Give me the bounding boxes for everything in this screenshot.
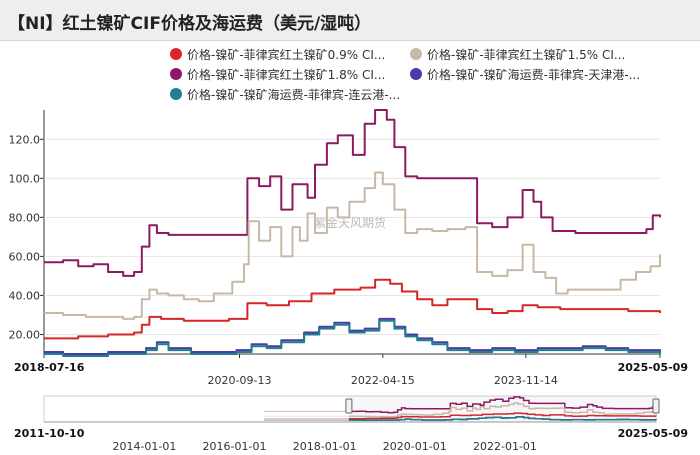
y-tick-label: 60.00 — [9, 250, 41, 263]
x-axis: 2018-07-16 2020-09-13 2022-04-15 2023-11-14… — [14, 361, 688, 387]
legend-marker-icon — [170, 68, 182, 80]
legend-marker-icon — [410, 68, 422, 80]
grid — [40, 110, 661, 358]
y-axis: 20.00 40.00 60.00 80.00 100.0 120.0 — [9, 133, 41, 341]
chart-title: 【NI】红土镍矿CIF价格及海运费（美元/湿吨） — [8, 14, 372, 34]
series-line-3 — [44, 317, 661, 355]
y-tick-label: 20.00 — [9, 328, 41, 341]
legend-label: 价格-镍矿-镍矿海运费-菲律宾-连云港-... — [187, 87, 401, 102]
navigator-series-2 — [348, 412, 657, 420]
legend-marker-icon — [170, 88, 182, 100]
y-tick-label: 100.0 — [9, 172, 41, 185]
series-line-1 — [44, 171, 661, 320]
series-line-4 — [44, 319, 661, 357]
navigator-tick-label: 2018-01-01 — [293, 440, 357, 453]
title-bar: 【NI】红土镍矿CIF价格及海运费（美元/湿吨） — [0, 0, 700, 41]
legend-item-3[interactable]: 价格-镍矿-镍矿海运费-菲律宾-天津港-... — [410, 66, 640, 82]
series-line-2 — [44, 278, 661, 340]
series-line-0 — [44, 109, 661, 277]
navigator-tick-label: 2014-01-01 — [112, 440, 176, 453]
navigator-series-1 — [348, 402, 657, 418]
navigator-axis: 2011-10-10 2025-05-09 2014-01-01 2016-01-01… — [14, 427, 688, 453]
plot-area — [44, 109, 661, 357]
x-tick-label: 2022-04-15 — [351, 374, 415, 387]
navigator-series-0 — [348, 396, 657, 414]
legend-marker-icon — [410, 48, 422, 60]
legend-marker-icon — [170, 48, 182, 60]
navigator-tick-label: 2022-01-01 — [473, 440, 537, 453]
y-tick-label: 40.00 — [9, 289, 41, 302]
x-tick-label: 2023-11-14 — [494, 374, 558, 387]
legend: 价格-镍矿-菲律宾红土镍矿0.9% CI... 价格-镍矿-菲律宾红土镍矿1.5… — [0, 0, 700, 110]
y-tick-label: 80.00 — [9, 211, 41, 224]
x-tick-label: 2018-07-16 — [14, 361, 85, 374]
watermark: 紫金天风期货 — [314, 215, 386, 230]
y-tick-label: 120.0 — [9, 133, 41, 146]
legend-label: 价格-镍矿-菲律宾红土镍矿1.8% CI... — [187, 67, 386, 82]
legend-label: 价格-镍矿-菲律宾红土镍矿0.9% CI... — [187, 47, 386, 62]
legend-label: 价格-镍矿-菲律宾红土镍矿1.5% CI... — [427, 47, 626, 62]
x-tick-label: 2020-09-13 — [208, 374, 272, 387]
navigator[interactable] — [43, 395, 660, 423]
legend-item-4[interactable]: 价格-镍矿-镍矿海运费-菲律宾-连云港-... — [170, 86, 400, 102]
navigator-left-handle[interactable] — [345, 398, 353, 414]
navigator-right-handle[interactable] — [652, 398, 660, 414]
legend-item-0[interactable]: 价格-镍矿-菲律宾红土镍矿0.9% CI... — [170, 46, 385, 62]
navigator-series-4 — [348, 416, 657, 422]
legend-item-1[interactable]: 价格-镍矿-菲律宾红土镍矿1.5% CI... — [410, 46, 625, 62]
navigator-end-label: 2025-05-09 — [618, 427, 688, 440]
legend-label: 价格-镍矿-镍矿海运费-菲律宾-天津港-... — [427, 67, 641, 82]
legend-item-2[interactable]: 价格-镍矿-菲律宾红土镍矿1.8% CI... — [170, 66, 385, 82]
navigator-tick-label: 2020-01-01 — [383, 440, 447, 453]
navigator-start-label: 2011-10-10 — [14, 427, 85, 440]
x-tick-label: 2025-05-09 — [618, 361, 688, 374]
navigator-tick-label: 2016-01-01 — [203, 440, 267, 453]
